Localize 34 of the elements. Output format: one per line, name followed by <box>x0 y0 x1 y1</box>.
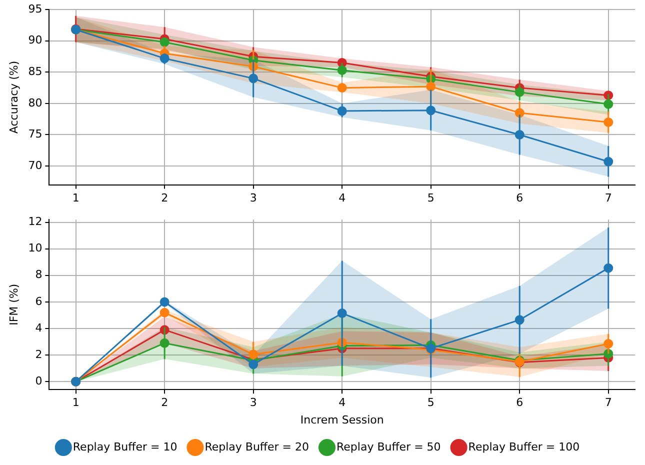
y-tick-label: 95 <box>28 2 42 16</box>
x-axis-title: Increm Session <box>300 413 384 426</box>
x-tick-label: 4 <box>338 191 346 204</box>
x-tick-label: 2 <box>161 191 168 204</box>
y-tick-label: 12 <box>28 215 42 228</box>
y-tick-label: 85 <box>28 65 42 78</box>
x-tick-label: 6 <box>516 396 524 410</box>
y-tick-label: 70 <box>28 158 42 172</box>
x-tick-label: 4 <box>338 396 346 410</box>
y-tick-label: 4 <box>35 321 42 334</box>
x-tick-label: 2 <box>161 396 168 410</box>
x-tick-label: 1 <box>72 191 80 204</box>
legend-label: Replay Buffer = 20 <box>204 440 309 454</box>
legend-label: Replay Buffer = 10 <box>72 440 178 454</box>
y-tick-label: 6 <box>35 294 42 308</box>
x-tick-label: 7 <box>604 396 612 410</box>
x-tick-label: 3 <box>250 396 257 410</box>
x-tick-label: 6 <box>516 191 524 204</box>
legend-label: Replay Buffer = 50 <box>336 440 441 454</box>
y-tick-label: 75 <box>28 128 42 141</box>
y-tick-label: 90 <box>28 34 42 47</box>
y-axis-title: Accuracy (%) <box>7 60 20 134</box>
y-tick-label: 0 <box>35 374 42 388</box>
y-tick-label: 10 <box>28 242 42 255</box>
x-tick-label: 5 <box>427 191 434 204</box>
y-tick-label: 80 <box>28 96 42 110</box>
x-tick-label: 1 <box>72 396 80 410</box>
x-tick-label: 7 <box>604 191 612 204</box>
x-tick-label: 3 <box>250 191 257 204</box>
x-tick-label: 5 <box>427 396 434 410</box>
y-axis-title: IFM (%) <box>7 284 20 326</box>
y-tick-label: 2 <box>35 348 42 361</box>
y-tick-label: 8 <box>35 268 42 282</box>
legend-label: Replay Buffer = 100 <box>468 440 580 454</box>
